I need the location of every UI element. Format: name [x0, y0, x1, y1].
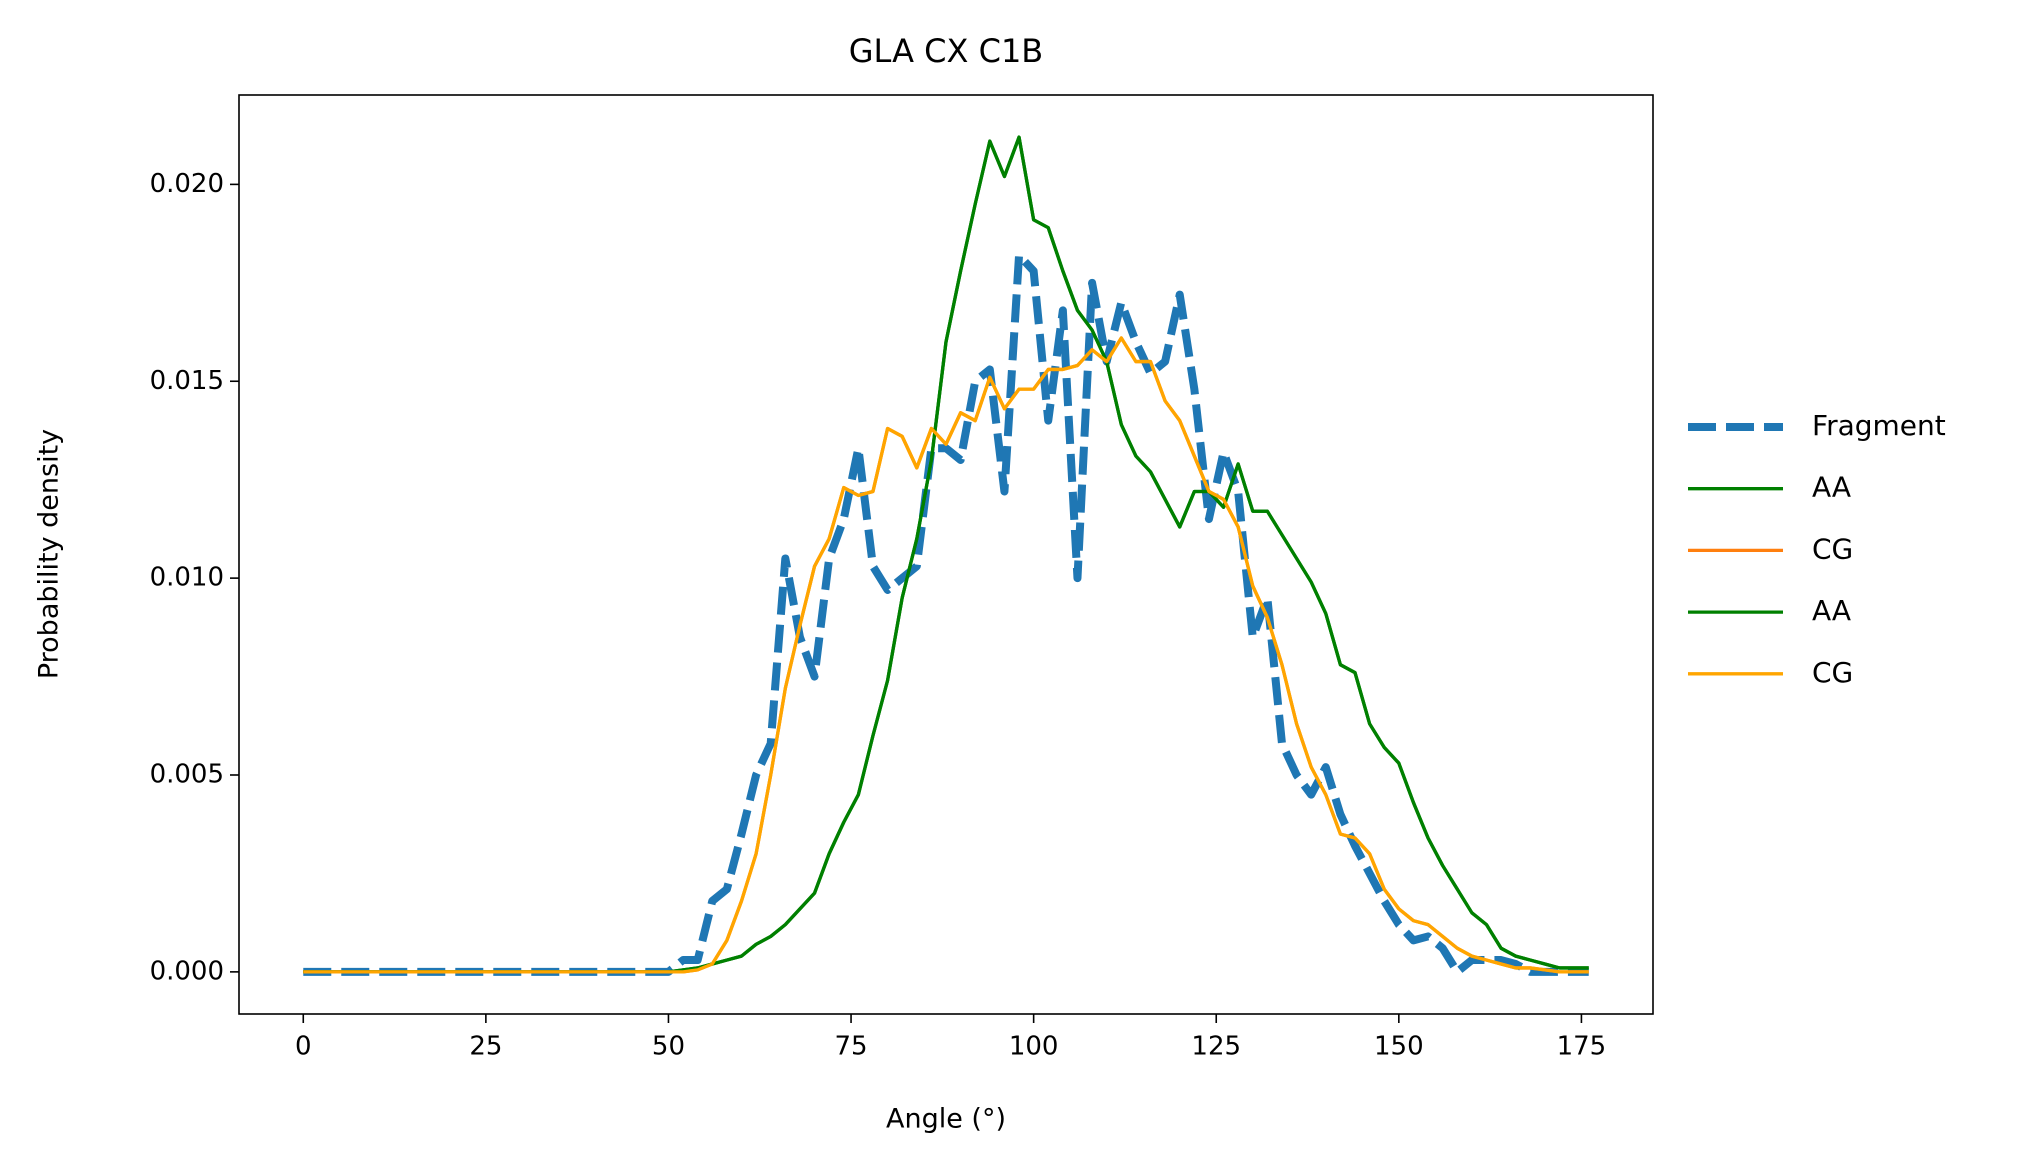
x-tick-label: 150 [1374, 1032, 1424, 1062]
legend-label: AA [1812, 594, 1851, 627]
legend: Fragment AA CG AA CG [1688, 409, 1946, 689]
x-tick-label: 75 [835, 1032, 868, 1062]
series-line [303, 336, 1589, 974]
legend-label: CG [1812, 532, 1853, 565]
plot-area [303, 135, 1589, 976]
x-tick-label: 25 [469, 1032, 502, 1062]
x-axis-label: Angle (°) [886, 1104, 1006, 1135]
chart-title: GLA CX C1B [849, 32, 1044, 70]
x-tick-label: 0 [295, 1032, 312, 1062]
y-tick-label: 0.005 [150, 759, 224, 789]
y-tick-label: 0.010 [150, 563, 224, 593]
x-tick-label: 50 [652, 1032, 685, 1062]
x-tick-label: 125 [1191, 1032, 1241, 1062]
x-tick-label: 175 [1557, 1032, 1607, 1062]
y-axis-label: Probability density [34, 429, 65, 679]
y-tick-label: 0.020 [150, 169, 224, 199]
legend-label: AA [1812, 471, 1851, 504]
y-tick-label: 0.015 [150, 366, 224, 396]
y-tick-label: 0.000 [150, 956, 224, 986]
legend-label: Fragment [1812, 409, 1946, 442]
x-tick-label: 100 [1009, 1032, 1059, 1062]
legend-label: CG [1812, 656, 1853, 689]
axes-frame [238, 94, 1654, 1015]
